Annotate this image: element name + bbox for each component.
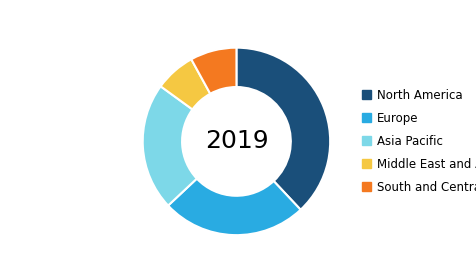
Wedge shape [191, 48, 237, 94]
Text: 2019: 2019 [205, 129, 268, 153]
Wedge shape [168, 179, 301, 235]
Wedge shape [143, 86, 197, 206]
Legend: North America, Europe, Asia Pacific, Middle East and Africa, South and Central A: North America, Europe, Asia Pacific, Mid… [362, 89, 476, 194]
Wedge shape [237, 48, 330, 210]
Wedge shape [160, 59, 210, 109]
